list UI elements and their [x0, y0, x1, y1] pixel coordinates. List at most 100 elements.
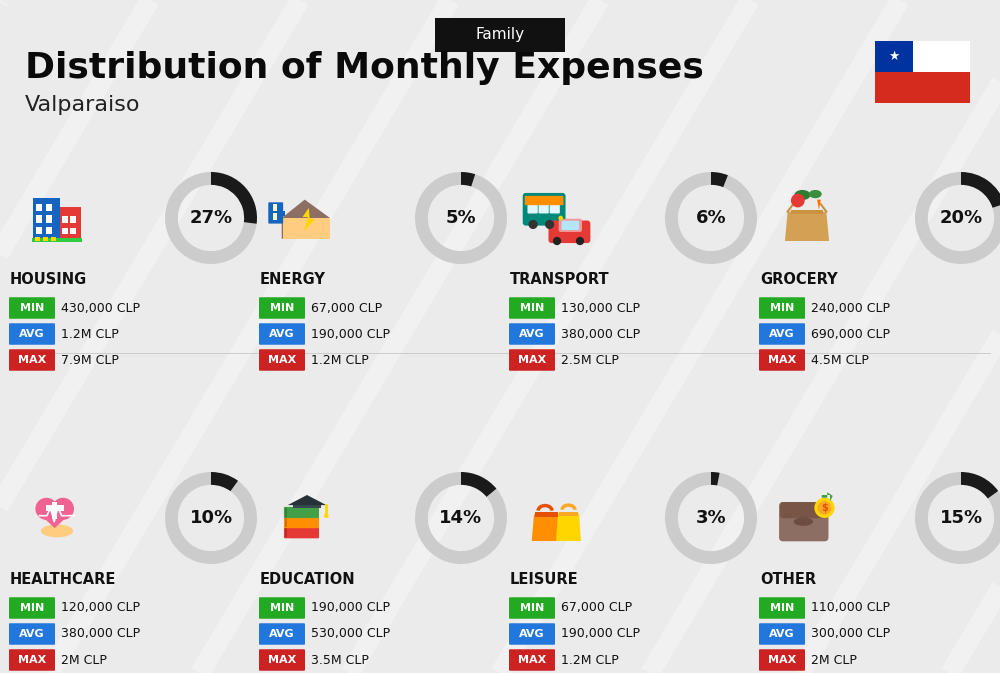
- Text: AVG: AVG: [19, 629, 45, 639]
- Polygon shape: [302, 208, 315, 231]
- FancyBboxPatch shape: [759, 597, 805, 618]
- FancyBboxPatch shape: [273, 204, 277, 211]
- FancyBboxPatch shape: [285, 518, 287, 527]
- FancyBboxPatch shape: [60, 207, 81, 238]
- FancyBboxPatch shape: [9, 623, 55, 645]
- FancyBboxPatch shape: [9, 323, 55, 345]
- Text: 3%: 3%: [696, 509, 726, 527]
- Polygon shape: [817, 200, 821, 210]
- Text: MAX: MAX: [18, 355, 46, 365]
- FancyBboxPatch shape: [435, 18, 565, 52]
- FancyBboxPatch shape: [509, 297, 555, 319]
- Text: 1.2M CLP: 1.2M CLP: [311, 353, 369, 367]
- FancyBboxPatch shape: [509, 349, 555, 371]
- Text: MAX: MAX: [518, 655, 546, 665]
- Circle shape: [814, 498, 835, 518]
- FancyBboxPatch shape: [283, 218, 330, 239]
- Ellipse shape: [809, 190, 822, 199]
- Wedge shape: [211, 472, 238, 491]
- Circle shape: [818, 501, 831, 515]
- Wedge shape: [711, 472, 720, 485]
- FancyBboxPatch shape: [259, 623, 305, 645]
- Wedge shape: [961, 472, 998, 499]
- FancyBboxPatch shape: [284, 527, 319, 538]
- Circle shape: [576, 237, 584, 245]
- Text: 380,000 CLP: 380,000 CLP: [61, 627, 140, 641]
- FancyBboxPatch shape: [259, 649, 305, 671]
- Circle shape: [528, 220, 538, 229]
- Text: MIN: MIN: [520, 603, 544, 613]
- FancyBboxPatch shape: [293, 502, 321, 508]
- FancyBboxPatch shape: [285, 508, 287, 517]
- Wedge shape: [665, 472, 757, 564]
- FancyBboxPatch shape: [875, 72, 970, 103]
- Text: AVG: AVG: [269, 329, 295, 339]
- Text: 240,000 CLP: 240,000 CLP: [811, 302, 890, 314]
- FancyBboxPatch shape: [509, 649, 555, 671]
- FancyBboxPatch shape: [9, 597, 55, 618]
- Text: MIN: MIN: [770, 603, 794, 613]
- Text: $: $: [821, 503, 828, 513]
- Text: AVG: AVG: [519, 329, 545, 339]
- FancyBboxPatch shape: [46, 505, 64, 511]
- FancyBboxPatch shape: [273, 213, 277, 220]
- FancyBboxPatch shape: [35, 238, 40, 241]
- Text: 1.2M CLP: 1.2M CLP: [561, 653, 619, 666]
- Wedge shape: [711, 172, 728, 187]
- Text: MIN: MIN: [520, 303, 544, 313]
- FancyBboxPatch shape: [51, 238, 56, 241]
- Text: 190,000 CLP: 190,000 CLP: [311, 328, 390, 341]
- FancyBboxPatch shape: [759, 623, 805, 645]
- FancyBboxPatch shape: [509, 597, 555, 618]
- Text: Valparaiso: Valparaiso: [25, 95, 140, 115]
- Text: 6%: 6%: [696, 209, 726, 227]
- Text: 690,000 CLP: 690,000 CLP: [811, 328, 890, 341]
- Text: 430,000 CLP: 430,000 CLP: [61, 302, 140, 314]
- Circle shape: [558, 216, 563, 220]
- Polygon shape: [785, 211, 829, 241]
- FancyBboxPatch shape: [527, 200, 538, 213]
- Text: 67,000 CLP: 67,000 CLP: [561, 602, 632, 614]
- Text: 3.5M CLP: 3.5M CLP: [311, 653, 369, 666]
- Text: MIN: MIN: [770, 303, 794, 313]
- Polygon shape: [282, 200, 330, 239]
- Circle shape: [324, 513, 329, 518]
- FancyBboxPatch shape: [62, 227, 68, 234]
- FancyBboxPatch shape: [525, 196, 564, 205]
- Wedge shape: [165, 172, 257, 264]
- Text: 2M CLP: 2M CLP: [811, 653, 857, 666]
- Ellipse shape: [41, 524, 73, 537]
- Text: MAX: MAX: [768, 655, 796, 665]
- Wedge shape: [461, 472, 496, 497]
- FancyBboxPatch shape: [46, 215, 52, 223]
- Polygon shape: [288, 495, 326, 505]
- FancyBboxPatch shape: [759, 297, 805, 319]
- FancyBboxPatch shape: [268, 203, 283, 223]
- Text: 20%: 20%: [939, 209, 983, 227]
- Ellipse shape: [794, 518, 813, 526]
- FancyBboxPatch shape: [9, 649, 55, 671]
- Text: 190,000 CLP: 190,000 CLP: [561, 627, 640, 641]
- Text: 2M CLP: 2M CLP: [61, 653, 107, 666]
- FancyBboxPatch shape: [875, 41, 913, 72]
- FancyBboxPatch shape: [36, 215, 42, 223]
- Wedge shape: [165, 472, 257, 564]
- Text: 4.5M CLP: 4.5M CLP: [811, 353, 869, 367]
- Wedge shape: [915, 472, 1000, 564]
- Text: 15%: 15%: [939, 509, 983, 527]
- FancyBboxPatch shape: [32, 238, 82, 242]
- FancyBboxPatch shape: [280, 211, 285, 216]
- FancyBboxPatch shape: [285, 528, 287, 537]
- FancyBboxPatch shape: [559, 219, 582, 232]
- FancyBboxPatch shape: [509, 623, 555, 645]
- Wedge shape: [211, 172, 257, 223]
- Text: 300,000 CLP: 300,000 CLP: [811, 627, 890, 641]
- FancyBboxPatch shape: [759, 323, 805, 345]
- Text: 5%: 5%: [446, 209, 476, 227]
- Text: AVG: AVG: [769, 329, 795, 339]
- FancyBboxPatch shape: [259, 349, 305, 371]
- Wedge shape: [415, 472, 507, 564]
- FancyBboxPatch shape: [43, 238, 48, 241]
- Text: MIN: MIN: [270, 303, 294, 313]
- Text: MIN: MIN: [20, 603, 44, 613]
